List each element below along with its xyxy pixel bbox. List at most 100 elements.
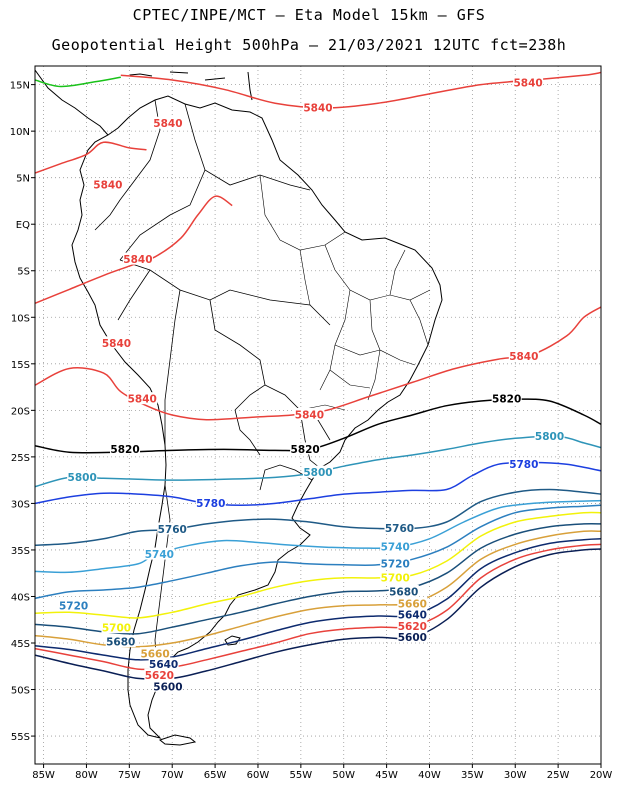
lat-tick-label: 15S	[11, 360, 30, 371]
lat-tick-label: 30S	[11, 499, 30, 510]
contour-label-bg	[294, 408, 325, 420]
lon-tick-label: 85W	[32, 770, 55, 781]
contour-label-bg	[508, 349, 539, 362]
lat-tick-label: 10S	[11, 313, 30, 324]
tierra-del-fuego	[158, 734, 197, 746]
contour-label-bg	[397, 619, 428, 632]
contour-label-5840: 5840	[303, 102, 332, 114]
contour-label-5740: 5740	[145, 549, 174, 561]
contour-label-bg	[148, 657, 179, 670]
contour-label-5840: 5840	[509, 351, 538, 363]
lon-tick-label: 50W	[332, 770, 355, 781]
contour-label-bg	[140, 647, 171, 660]
contour-label-5720: 5720	[381, 558, 410, 570]
map-title-line-2: Geopotential Height 500hPa – 21/03/2021 …	[51, 36, 567, 54]
contour-label-bg	[110, 442, 141, 455]
contour-5780	[35, 461, 601, 507]
contour-5740	[35, 499, 601, 574]
lat-tick-label: 55S	[11, 732, 30, 743]
contour-label-bg	[195, 496, 226, 509]
lat-tick-label: 25S	[11, 453, 30, 464]
contour-5800	[35, 435, 601, 488]
contour-label-5680: 5680	[106, 637, 135, 649]
contour-5700	[35, 511, 601, 619]
contour-label-5700: 5700	[381, 572, 410, 584]
contour-label-bg	[122, 252, 153, 265]
contour-5640	[35, 538, 601, 661]
lon-tick-label: 20W	[590, 770, 613, 781]
lat-tick-label: 10N	[10, 127, 30, 138]
contour-label-bg	[144, 547, 175, 560]
contour-5620	[35, 543, 601, 671]
contour-label-bg	[105, 635, 136, 648]
contour-label-5640: 5640	[398, 610, 427, 622]
caribbean-islands	[129, 71, 253, 101]
lon-tick-label: 25W	[547, 770, 570, 781]
contour-label-5820: 5820	[492, 394, 521, 406]
contour-label-bg	[92, 178, 123, 191]
contour-5720	[35, 504, 601, 600]
lon-tick-label: 30W	[504, 770, 527, 781]
lat-tick-label: 20S	[11, 406, 30, 417]
contour-label-5740: 5740	[381, 542, 410, 554]
lon-tick-label: 70W	[161, 770, 184, 781]
contour-label-5600: 5600	[398, 632, 427, 644]
contour-label-5800: 5800	[68, 472, 97, 484]
lon-tick-label: 40W	[418, 770, 441, 781]
contour-label-bg	[491, 392, 522, 405]
contour-label-5660: 5660	[398, 598, 427, 610]
brazil-state-borders	[259, 174, 431, 411]
contour-label-bg	[127, 392, 158, 405]
contour-5760	[35, 488, 601, 547]
map-frame	[34, 65, 602, 765]
lat-tick-label: EQ	[16, 220, 30, 231]
contour-5840	[120, 71, 601, 109]
contour-label-bg	[101, 336, 132, 349]
lon-tick-label: 80W	[75, 770, 98, 781]
contour-5820	[35, 398, 601, 454]
contour-label-bg	[380, 556, 411, 569]
contour-label-5600: 5600	[153, 681, 182, 693]
contour-label-5800: 5800	[535, 431, 564, 443]
contour-label-bg	[384, 521, 415, 534]
contour-label-5700: 5700	[102, 623, 131, 635]
contour-label-5840: 5840	[295, 410, 324, 422]
contour-label-bg	[303, 465, 333, 478]
lon-tick-label: 45W	[375, 770, 398, 781]
contour-label-bg	[58, 598, 89, 611]
contour-5840	[35, 195, 233, 304]
lon-tick-label: 60W	[247, 770, 270, 781]
contour-label-5820: 5820	[110, 444, 139, 456]
height-contours	[35, 71, 601, 681]
central-america-coastline	[35, 69, 109, 136]
contour-label-bg	[144, 668, 175, 681]
contour-labels: 5840 5840 5840 5840 5840 5840 5840 5840 5840 5820…	[58, 75, 565, 693]
contour-label-5720: 5720	[59, 600, 88, 612]
contour-label-bg	[101, 621, 132, 634]
contour-label-bg	[290, 442, 321, 455]
contour-label-5840: 5840	[153, 118, 182, 130]
contour-label-bg	[397, 596, 428, 609]
lat-tick-label: 5S	[17, 267, 30, 278]
contour-5840	[35, 141, 147, 174]
contour-label-5620: 5620	[398, 621, 427, 633]
contour-label-5780: 5780	[509, 459, 538, 471]
contour-label-5640: 5640	[149, 659, 178, 671]
lon-tick-label: 35W	[461, 770, 484, 781]
lat-tick-label: 45S	[11, 639, 30, 650]
lat-tick-label: 15N	[10, 81, 30, 92]
contour-label-5820: 5820	[291, 444, 320, 456]
lat-tick-label: 50S	[11, 686, 30, 697]
lat-tick-label: 5N	[16, 174, 30, 185]
contour-label-bg	[397, 630, 428, 643]
contour-label-bg	[380, 540, 411, 553]
contour-label-5840: 5840	[102, 338, 131, 350]
contour-label-bg	[513, 75, 544, 88]
contour-label-bg	[152, 116, 183, 129]
contour-label-5760: 5760	[385, 523, 414, 535]
contour-5680	[35, 522, 601, 635]
lat-tick-label: 35S	[11, 546, 30, 557]
contour-label-5760: 5760	[158, 524, 187, 536]
contour-label-bg	[303, 100, 333, 113]
